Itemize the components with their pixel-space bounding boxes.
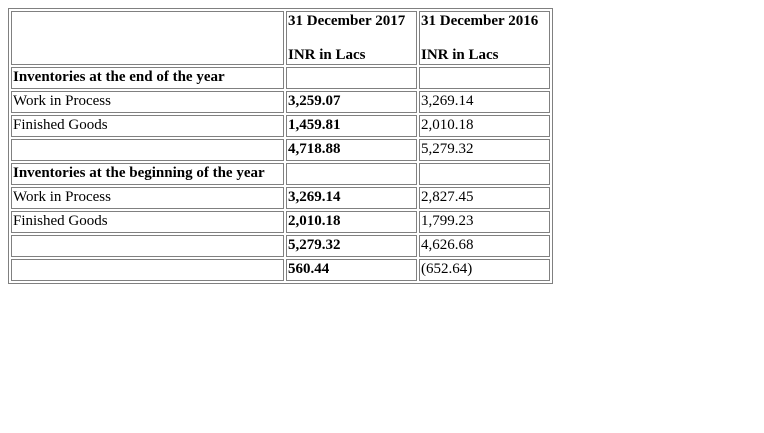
- header-2017-unit: INR in Lacs: [288, 47, 366, 63]
- empty-cell: [11, 259, 284, 281]
- value-2016: 2,827.45: [419, 187, 550, 209]
- section-title-begin: Inventories at the beginning of the year: [11, 163, 284, 185]
- table-row: Work in Process 3,259.07 3,269.14: [11, 91, 550, 113]
- row-label: Work in Process: [11, 187, 284, 209]
- table-row: Finished Goods 1,459.81 2,010.18: [11, 115, 550, 137]
- change-row: 560.44 (652.64): [11, 259, 550, 281]
- total-2017: 5,279.32: [286, 235, 417, 257]
- total-row-end: 4,718.88 5,279.32: [11, 139, 550, 161]
- value-2017: 1,459.81: [286, 115, 417, 137]
- total-row-begin: 5,279.32 4,626.68: [11, 235, 550, 257]
- header-2016-cell: 31 December 2016 INR in Lacs: [419, 11, 550, 65]
- change-2017: 560.44: [286, 259, 417, 281]
- empty-cell: [286, 67, 417, 89]
- value-2017: 3,259.07: [286, 91, 417, 113]
- table-row: Work in Process 3,269.14 2,827.45: [11, 187, 550, 209]
- row-label: Finished Goods: [11, 115, 284, 137]
- value-2016: 1,799.23: [419, 211, 550, 233]
- header-blank-cell: [11, 11, 284, 65]
- header-2016-unit: INR in Lacs: [421, 47, 499, 63]
- total-2016: 4,626.68: [419, 235, 550, 257]
- section-title-end: Inventories at the end of the year: [11, 67, 284, 89]
- value-2017: 2,010.18: [286, 211, 417, 233]
- row-label: Work in Process: [11, 91, 284, 113]
- value-2016: 2,010.18: [419, 115, 550, 137]
- value-2016: 3,269.14: [419, 91, 550, 113]
- row-label: Finished Goods: [11, 211, 284, 233]
- section-row-begin: Inventories at the beginning of the year: [11, 163, 550, 185]
- empty-cell: [11, 139, 284, 161]
- change-2016: (652.64): [419, 259, 550, 281]
- empty-cell: [419, 67, 550, 89]
- header-row: 31 December 2017 INR in Lacs 31 December…: [11, 11, 550, 65]
- inventory-change-table: 31 December 2017 INR in Lacs 31 December…: [8, 8, 553, 284]
- header-2017-cell: 31 December 2017 INR in Lacs: [286, 11, 417, 65]
- table-row: Finished Goods 2,010.18 1,799.23: [11, 211, 550, 233]
- empty-cell: [11, 235, 284, 257]
- value-2017: 3,269.14: [286, 187, 417, 209]
- section-row-end: Inventories at the end of the year: [11, 67, 550, 89]
- empty-cell: [286, 163, 417, 185]
- header-2017-date: 31 December 2017: [288, 13, 406, 29]
- header-2016-date: 31 December 2016: [421, 13, 539, 29]
- total-2017: 4,718.88: [286, 139, 417, 161]
- empty-cell: [419, 163, 550, 185]
- total-2016: 5,279.32: [419, 139, 550, 161]
